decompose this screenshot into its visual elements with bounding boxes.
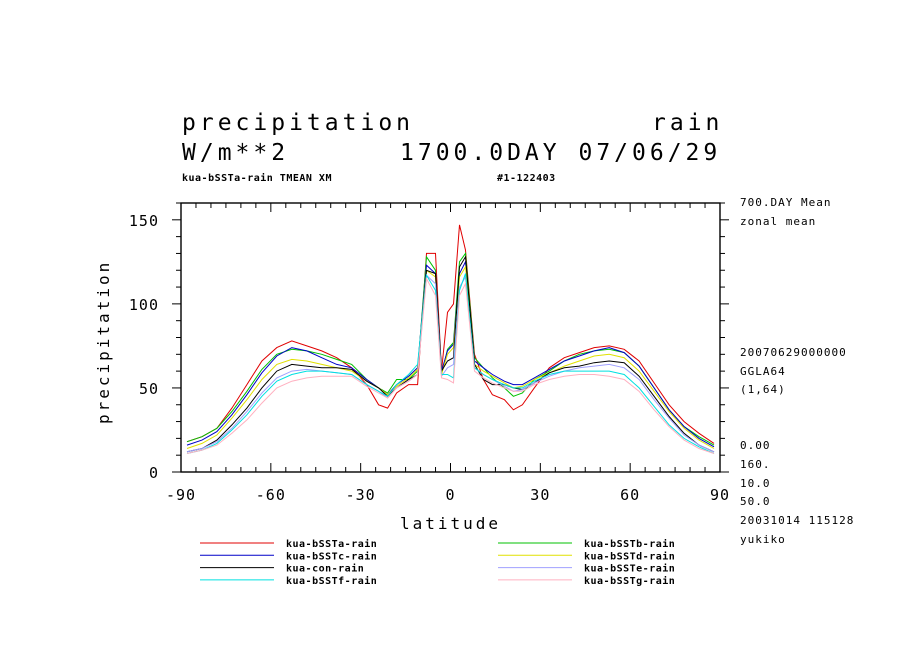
- y-tick-label: 150: [129, 212, 159, 230]
- x-axis-label: latitude: [400, 514, 502, 533]
- x-tick-label: 0: [445, 486, 455, 504]
- y-tick-label: 0: [149, 464, 159, 482]
- legend-label: kua-bSSTa-rain: [286, 538, 377, 550]
- grid-label: GGLA64: [740, 365, 786, 378]
- date-code: 20070629000000: [740, 346, 847, 359]
- y-tick-label: 100: [129, 296, 159, 314]
- grid-index: (1,64): [740, 383, 786, 396]
- interval-1: 10.0: [740, 477, 771, 490]
- legend-label: kua-bSSTd-rain: [584, 550, 675, 562]
- experiment-label: kua-bSSTa-rain TMEAN XM: [182, 173, 332, 184]
- timestamp: 20031014 115128: [740, 514, 855, 527]
- x-tick-label: -60: [256, 486, 286, 504]
- time-info: 1700.0DAY 07/06/29: [400, 140, 722, 166]
- run-id: #1-122403: [497, 173, 556, 184]
- legend-label: kua-bSSTc-rain: [286, 550, 377, 562]
- legend-label: kua-bSSTe-rain: [584, 563, 675, 575]
- range-max: 160.: [740, 458, 771, 471]
- plot-frame: [180, 202, 721, 473]
- series-line-kua-bSSTg-rain: [186, 276, 715, 454]
- legend-label: kua-con-rain: [286, 563, 364, 575]
- variable-name: rain: [652, 110, 724, 136]
- series-line-kua-bSSTe-rain: [186, 274, 715, 453]
- series-line-kua-con-rain: [186, 255, 715, 453]
- series-line-kua-bSSTb-rain: [186, 252, 715, 446]
- range-min: 0.00: [740, 439, 771, 452]
- series-line-kua-bSSTc-rain: [186, 260, 715, 448]
- x-tick-label: -30: [346, 486, 376, 504]
- series-line-kua-bSSTa-rain: [186, 224, 715, 444]
- x-tick-label: 60: [620, 486, 640, 504]
- y-tick-label: 50: [139, 380, 159, 398]
- legend-label: kua-bSSTb-rain: [584, 538, 675, 550]
- legend-label: kua-bSSTf-rain: [286, 575, 377, 587]
- x-tick-label: 90: [710, 486, 730, 504]
- units-label: W/m**2: [182, 140, 290, 166]
- series-line-kua-bSSTd-rain: [186, 265, 715, 449]
- x-tick-label: 30: [530, 486, 550, 504]
- legend-label: kua-bSSTg-rain: [584, 575, 675, 587]
- mean-label: 700.DAY Mean: [740, 196, 832, 209]
- series-line-kua-bSSTf-rain: [186, 273, 715, 454]
- interval-2: 50.0: [740, 495, 771, 508]
- mean-kind: zonal mean: [740, 215, 817, 228]
- x-tick-label: -90: [166, 486, 196, 504]
- chart-title: precipitation: [182, 110, 415, 136]
- user-name: yukiko: [740, 533, 786, 546]
